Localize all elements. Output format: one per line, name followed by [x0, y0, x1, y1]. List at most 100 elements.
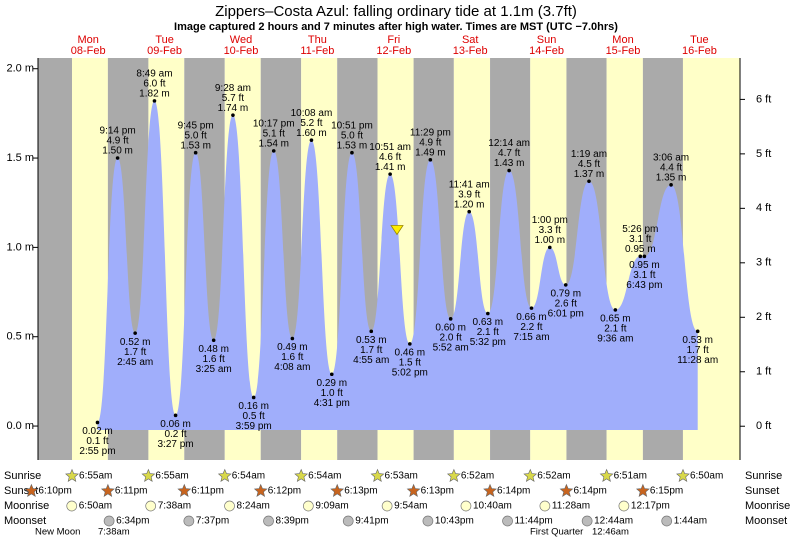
event-time: 6:14pm: [497, 486, 530, 497]
extreme-point: [563, 283, 568, 287]
extreme-label: 5:02 pm: [392, 368, 428, 379]
extreme-label: 0.1 ft: [86, 436, 108, 447]
extreme-label: 1.6 ft: [281, 352, 303, 363]
date-label: 16-Feb: [682, 45, 717, 57]
moonrise-icon: [460, 500, 472, 512]
extreme-label: 0.53 m: [356, 335, 387, 346]
sunset-icon: [559, 483, 574, 497]
extreme-label: 1.35 m: [656, 172, 687, 183]
sunrise-icon: [599, 468, 614, 482]
event-time: 11:28am: [552, 501, 590, 512]
date-label: 13-Feb: [453, 45, 488, 57]
extreme-label: 1.5 ft: [399, 358, 421, 369]
moon-phase-name: New Moon: [35, 527, 80, 538]
extreme-label: 5.0 ft: [185, 130, 207, 141]
day-label: Thu: [308, 34, 327, 46]
extreme-label: 11:41 am: [449, 179, 490, 190]
sunset-icon: [406, 483, 421, 497]
date-label: 11-Feb: [300, 45, 334, 57]
extreme-label: 1.0 ft: [321, 388, 343, 399]
y2-tick-label: 6 ft: [756, 93, 771, 105]
extreme-point: [369, 329, 374, 334]
extreme-label: 3:59 pm: [236, 421, 272, 432]
extreme-label: 4:55 am: [353, 355, 389, 366]
y-tick-label: 0.0 m: [6, 420, 34, 432]
event-time: 7:38am: [158, 501, 191, 512]
extreme-point: [115, 156, 120, 160]
extreme-label: 6:01 pm: [548, 309, 584, 320]
extreme-label: 1.41 m: [375, 162, 406, 173]
tide-area: [97, 100, 698, 431]
extreme-label: 4.5 ft: [578, 159, 600, 170]
extreme-label: 11:29 pm: [410, 127, 451, 138]
event-time: 1:44am: [674, 516, 707, 527]
event-time: 6:12pm: [268, 486, 301, 497]
event-time: 6:13pm: [344, 486, 377, 497]
extreme-label: 5.1 ft: [263, 129, 285, 140]
extreme-point: [507, 168, 511, 173]
extreme-label: 9:28 am: [215, 83, 251, 94]
extreme-point: [529, 306, 534, 310]
extreme-label: 6.0 ft: [143, 79, 165, 90]
moonrise-icon: [539, 500, 551, 512]
extreme-label: 0.48 m: [198, 344, 229, 355]
extreme-label: 0.49 m: [277, 342, 308, 353]
moonset-icon: [103, 515, 115, 527]
extreme-point: [642, 254, 647, 259]
date-label: 12-Feb: [376, 45, 411, 57]
moonrise-icon: [145, 500, 157, 512]
moonrise-icon: [302, 500, 314, 512]
date-label: 08-Feb: [71, 45, 106, 57]
y2-tick-label: 3 ft: [756, 257, 771, 269]
event-time: 6:13pm: [421, 486, 454, 497]
extreme-point: [547, 245, 552, 250]
extreme-point: [231, 113, 235, 117]
extreme-label: 0.06 m: [160, 419, 191, 430]
extreme-point: [695, 329, 700, 334]
extreme-label: 1.82 m: [139, 89, 170, 100]
extreme-label: 4.9 ft: [419, 137, 441, 148]
extreme-label: 1.00 m: [534, 235, 565, 246]
event-time: 6:52am: [537, 471, 570, 482]
extreme-label: 0.65 m: [600, 314, 631, 325]
extreme-label: 1.54 m: [258, 139, 289, 150]
extreme-point: [486, 311, 490, 316]
extreme-point: [408, 342, 412, 346]
extreme-label: 0.79 m: [550, 289, 581, 300]
event-time: 8:39pm: [276, 516, 309, 527]
extreme-label: 4.6 ft: [379, 152, 401, 163]
extreme-label: 1:00 pm: [532, 215, 568, 226]
event-time: 6:54am: [308, 471, 341, 482]
extreme-label: 8:49 am: [136, 69, 172, 80]
extreme-point: [329, 372, 334, 377]
chart-subtitle: Image captured 2 hours and 7 minutes aft…: [174, 21, 618, 33]
extreme-point: [448, 317, 453, 321]
extreme-label: 1.6 ft: [203, 354, 225, 365]
y-tick-label: 0.5 m: [6, 331, 34, 343]
sunset-icon: [100, 483, 115, 497]
y2-tick-label: 1 ft: [756, 366, 771, 378]
extreme-label: 1.43 m: [494, 158, 525, 169]
extreme-label: 7:15 am: [513, 332, 549, 343]
extreme-point: [350, 150, 354, 155]
extreme-label: 3.3 ft: [539, 225, 561, 236]
extreme-label: 0.16 m: [238, 401, 269, 412]
event-time: 6:50am: [79, 501, 112, 512]
sunset-icon: [635, 483, 650, 497]
sunset-icon: [253, 483, 268, 497]
event-time: 6:15pm: [650, 486, 683, 497]
extreme-point: [669, 183, 673, 187]
extreme-label: 0.66 m: [516, 312, 547, 323]
moon-phase-time: 7:38am: [98, 527, 130, 538]
moonset-icon: [263, 515, 274, 527]
night-band: [38, 58, 73, 460]
extreme-point: [95, 420, 100, 425]
extreme-label: 5:52 am: [433, 342, 469, 353]
event-time: 10:43pm: [435, 516, 474, 527]
y2-tick-label: 5 ft: [756, 148, 771, 160]
moonset-icon: [502, 515, 513, 527]
moonset-icon: [422, 515, 434, 527]
extreme-label: 10:51 am: [369, 142, 411, 153]
event-time: 12:17pm: [631, 501, 670, 512]
row-label: Moonrise: [745, 500, 790, 512]
